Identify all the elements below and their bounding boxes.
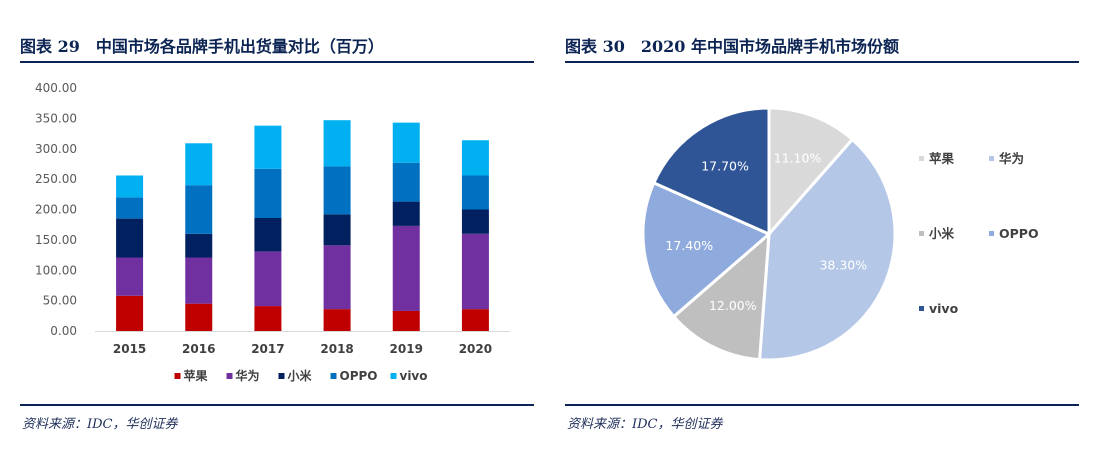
pie-slice-苹果 <box>767 106 855 238</box>
y-tick-label: 400.00 <box>35 81 77 95</box>
y-tick-label: 100.00 <box>35 263 77 277</box>
bar-segment-苹果 <box>185 303 213 331</box>
legend-swatch <box>919 156 924 161</box>
legend-label: vivo <box>400 369 428 383</box>
bar-segment-小米 <box>392 201 420 226</box>
bar-segment-小米 <box>116 218 144 258</box>
bar-segment-vivo <box>392 122 420 163</box>
bar-segment-vivo <box>323 120 351 167</box>
source-rule <box>565 404 1079 406</box>
legend-swatch <box>919 306 924 311</box>
legend-swatch <box>330 373 337 379</box>
bar-segment-OPPO <box>116 197 144 219</box>
x-tick-label: 2015 <box>113 342 146 356</box>
y-tick-label: 200.00 <box>35 203 77 217</box>
bar-segment-苹果 <box>392 310 420 331</box>
pie-slice-华为 <box>757 137 897 362</box>
pie-data-label: 11.10% <box>774 151 822 166</box>
bar-segment-小米 <box>185 233 213 258</box>
x-tick-label: 2019 <box>390 342 423 356</box>
x-tick-label: 2020 <box>459 342 492 356</box>
legend-label: 华为 <box>999 151 1024 166</box>
bar-segment-苹果 <box>116 295 144 331</box>
bar-segment-华为 <box>392 225 420 311</box>
pie-slice-OPPO <box>641 180 772 319</box>
x-tick-label: 2017 <box>251 342 284 356</box>
bar-segment-小米 <box>254 218 282 252</box>
legend-label: 苹果 <box>929 151 955 166</box>
bar-segment-vivo <box>116 175 144 198</box>
bar-segment-vivo <box>461 140 489 176</box>
legend-swatch <box>919 231 924 236</box>
title-underline <box>20 61 534 63</box>
legend-label: 小米 <box>928 226 955 241</box>
bar-segment-华为 <box>116 257 144 296</box>
bar-chart-source: 资料来源：IDC，华创证券 <box>22 417 178 432</box>
bar-segment-苹果 <box>254 306 282 331</box>
legend-swatch <box>989 231 994 236</box>
bar-segment-vivo <box>185 143 213 186</box>
x-tick-label: 2018 <box>320 342 353 356</box>
legend-swatch <box>174 373 181 379</box>
pie-chart-title: 图表 30 2020 年中国市场品牌手机市场份额 <box>565 37 899 56</box>
y-tick-label: 350.00 <box>35 111 77 125</box>
pie-data-label: 17.40% <box>665 238 713 253</box>
legend-label: 小米 <box>288 368 313 383</box>
legend-label: 华为 <box>236 368 260 383</box>
pie-chart-source: 资料来源：IDC，华创证券 <box>567 417 723 432</box>
bar-segment-OPPO <box>461 175 489 210</box>
y-tick-label: 150.00 <box>35 233 77 247</box>
y-tick-label: 250.00 <box>35 172 77 186</box>
legend-label: vivo <box>929 301 959 316</box>
bar-segment-OPPO <box>185 185 213 234</box>
title-underline <box>565 61 1079 63</box>
source-rule <box>20 404 534 406</box>
legend-swatch <box>278 373 285 379</box>
bar-segment-华为 <box>254 251 282 307</box>
bar-chart-title: 图表 29 中国市场各品牌手机出货量对比（百万） <box>20 37 384 56</box>
legend-label: OPPO <box>340 369 378 383</box>
bar-segment-OPPO <box>323 166 351 215</box>
pie-chart-panel: 图表 30 2020 年中国市场品牌手机市场份额 11.10% 38.30% 12.… <box>563 0 1117 457</box>
legend-swatch <box>226 373 233 379</box>
stacked-bar-chart: 0.00 50.00 100.00 150.00 200.00 250.00 300.00 3… <box>35 81 510 383</box>
legend-swatch <box>390 373 397 379</box>
bar-segment-华为 <box>185 257 213 304</box>
pie-slice-vivo <box>651 106 771 237</box>
bar-segment-vivo <box>254 125 282 169</box>
pie-data-label: 38.30% <box>819 257 867 272</box>
bar-segment-OPPO <box>392 162 420 202</box>
legend-swatch <box>989 156 994 161</box>
pie-slice-小米 <box>671 230 771 362</box>
bar-segment-华为 <box>323 245 351 310</box>
pie-data-label: 12.00% <box>709 298 757 313</box>
y-tick-label: 300.00 <box>35 142 77 156</box>
x-tick-label: 2016 <box>182 342 215 356</box>
bar-chart-panel: 图表 29 中国市场各品牌手机出货量对比（百万） 0.00 50.00 100.00… <box>0 0 540 457</box>
bar-segment-苹果 <box>323 309 351 331</box>
legend-label: 苹果 <box>184 368 208 383</box>
y-tick-label: 50.00 <box>43 294 77 308</box>
legend-label: OPPO <box>999 226 1039 241</box>
bar-segment-OPPO <box>254 168 282 219</box>
bar-segment-苹果 <box>461 309 489 331</box>
bar-segment-小米 <box>323 214 351 246</box>
bar-segment-华为 <box>461 233 489 310</box>
bar-segment-小米 <box>461 209 489 234</box>
y-tick-label: 0.00 <box>50 324 77 338</box>
pie-data-label: 17.70% <box>701 158 749 173</box>
